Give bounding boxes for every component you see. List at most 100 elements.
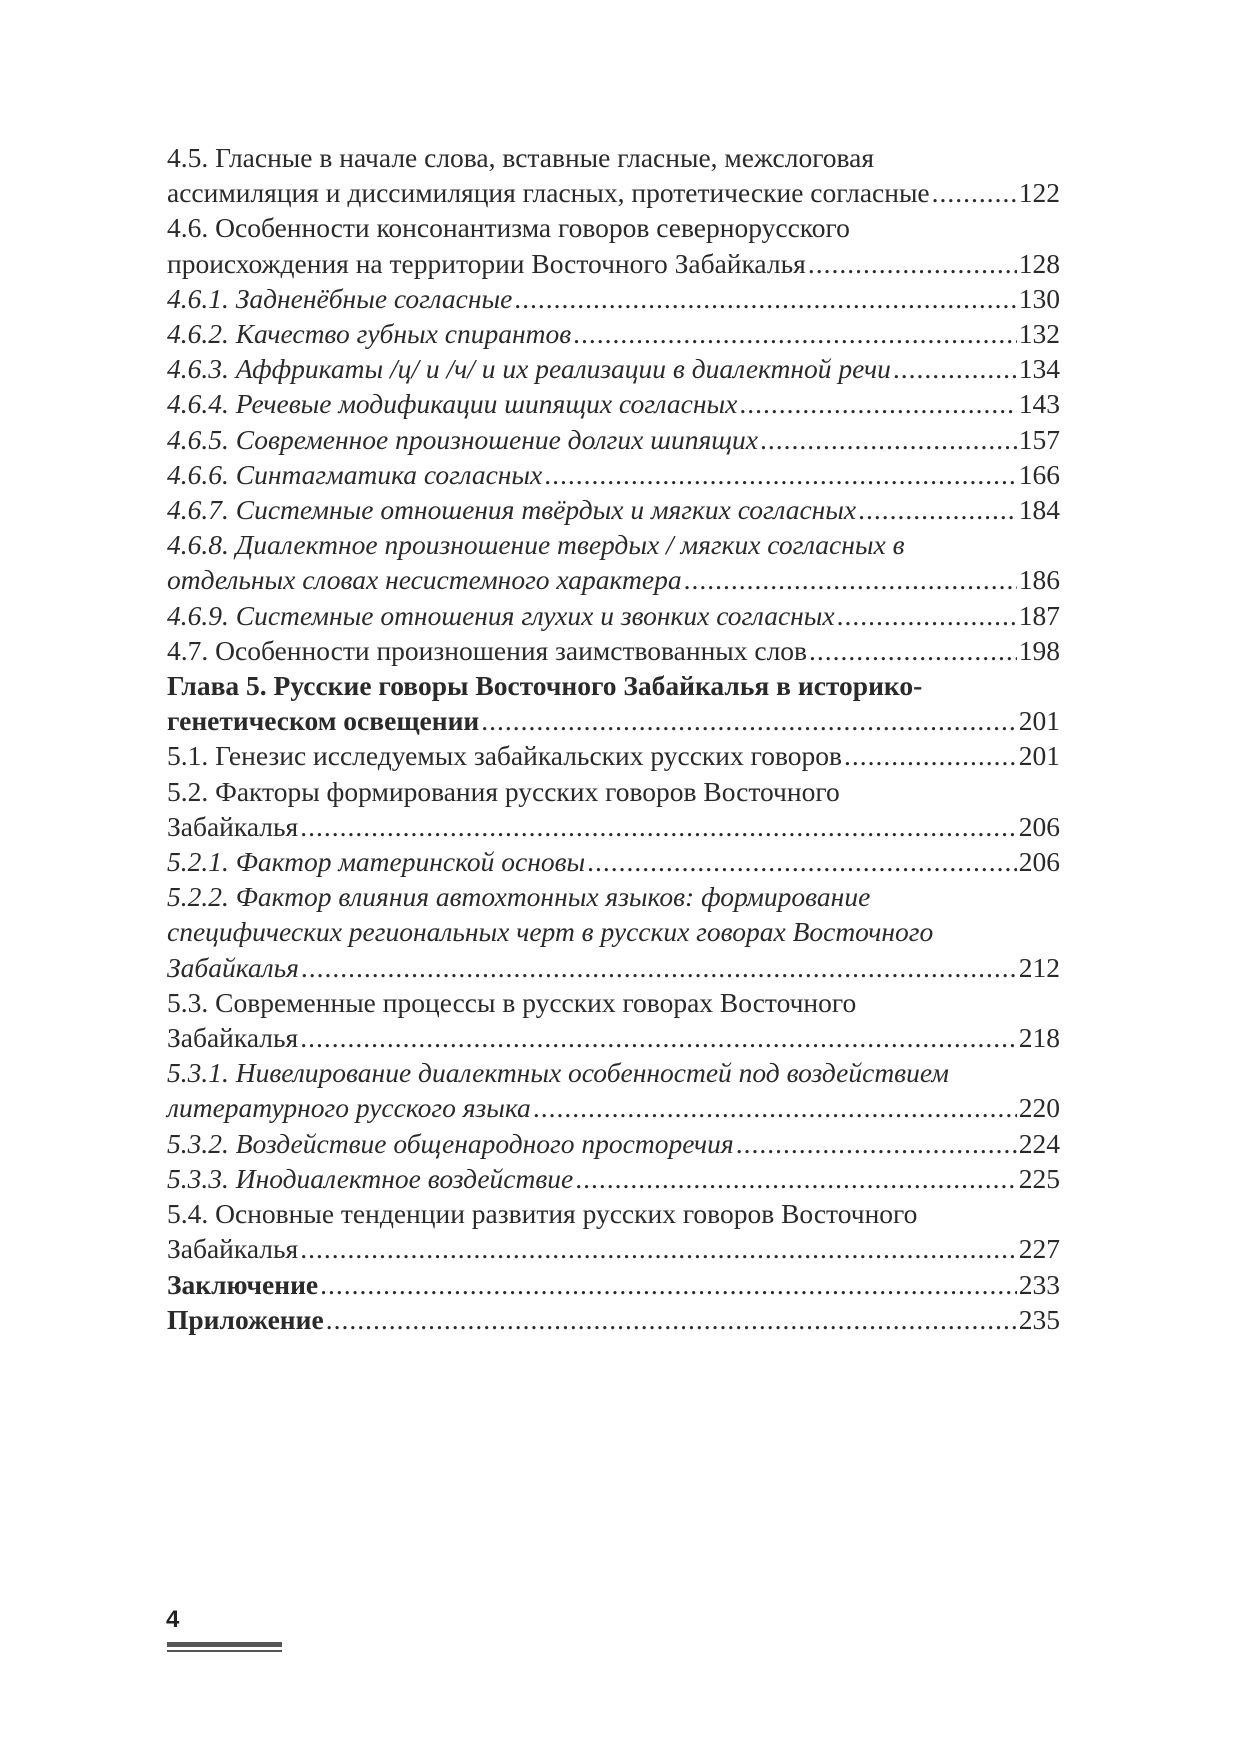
toc-entry-title: 4.6.9. Системные отношения глухих и звон… [167,599,835,631]
toc-entry-title: 4.6.3. Аффрикаты /ц/ и /ч/ и их реализац… [167,353,891,385]
toc-line: 4.5. Гласные в начале слова, вставные гл… [167,140,1060,175]
toc-entry: 4.6.7. Системные отношения твёрдых и мяг… [167,492,1060,527]
toc-page-number: 187 [1018,599,1060,631]
toc-entry-title: 5.4. Основные тенденции развития русских… [167,1198,918,1230]
toc-entry-title: специфических региональных черт в русски… [167,916,934,948]
toc-entry-title: литературного русского языка [167,1092,531,1124]
toc-page-number: 227 [1018,1233,1060,1265]
dot-leader [736,1126,1017,1161]
toc-entry-title: 5.2. Факторы формирования русских говоро… [167,775,840,807]
toc-entry: 4.6.1. Задненёбные согласные 130 [167,281,1060,316]
toc-entry-title: Забайкалья [167,951,299,983]
toc-entry: 4.6.6. Синтагматика согласных 166 [167,457,1060,492]
toc-entry: Приложение 235 [167,1302,1060,1337]
toc-line: генетическом освещении 201 [167,703,1060,738]
dot-leader [301,950,1017,985]
dot-leader [320,1267,1017,1302]
toc-page-number: 201 [1018,740,1060,772]
toc-line: 5.3.2. Воздействие общенародного простор… [167,1126,1060,1161]
toc-entry-title: 5.2.2. Фактор влияния автохтонных языков… [167,881,871,913]
toc-entry: 5.2.2. Фактор влияния автохтонных языков… [167,879,1060,985]
dot-leader [809,633,1017,668]
toc-line: 5.2.2. Фактор влияния автохтонных языков… [167,879,1060,914]
toc-line: 4.6. Особенности консонантизма говоров с… [167,210,1060,245]
dot-leader [808,246,1017,281]
toc-page-number: 225 [1018,1162,1060,1194]
toc-entry-title: 4.6.1. Задненёбные согласные [167,282,513,314]
toc-line: специфических региональных черт в русски… [167,914,1060,949]
toc-page-number: 143 [1018,388,1060,420]
toc-page-number: 122 [1018,177,1060,209]
dot-leader [326,1302,1017,1337]
toc-entry-title: отдельных словах несистемного характера [167,564,682,596]
dot-leader [544,457,1016,492]
toc-line: 5.3. Современные процессы в русских гово… [167,985,1060,1020]
dot-leader [300,809,1017,844]
dot-leader [300,1020,1017,1055]
dot-leader [844,738,1017,773]
toc-page-number: 233 [1018,1268,1060,1300]
table-of-contents: 4.5. Гласные в начале слова, вставные гл… [167,140,1060,1337]
toc-page-number: 186 [1018,564,1060,596]
toc-page-number: 212 [1018,951,1060,983]
dot-leader [514,281,1016,316]
toc-line: 5.2.1. Фактор материнской основы 206 [167,844,1060,879]
toc-entry-title: 5.3.2. Воздействие общенародного простор… [167,1127,734,1159]
toc-entry: Глава 5. Русские говоры Восточного Забай… [167,668,1060,738]
toc-entry-title: происхождения на территории Восточного З… [167,247,806,279]
toc-page-number: 220 [1018,1092,1060,1124]
toc-entry-title: 4.6.4. Речевые модификации шипящих согла… [167,388,738,420]
toc-line: 5.4. Основные тенденции развития русских… [167,1196,1060,1231]
toc-line: 4.6.4. Речевые модификации шипящих согла… [167,386,1060,421]
toc-page-number: 130 [1018,282,1060,314]
toc-line: Глава 5. Русские говоры Восточного Забай… [167,668,1060,703]
toc-line: 4.6.6. Синтагматика согласных 166 [167,457,1060,492]
dot-leader [760,422,1017,457]
dot-leader [837,598,1017,633]
dot-leader [573,316,1017,351]
toc-entry-title: 4.6.7. Системные отношения твёрдых и мяг… [167,494,857,526]
toc-entry-title: 4.6. Особенности консонантизма говоров с… [167,212,850,244]
dot-leader [932,175,1017,210]
toc-line: 4.6.8. Диалектное произношение твердых /… [167,527,1060,562]
toc-entry-title: Приложение [167,1303,324,1335]
toc-entry-title: 5.1. Генезис исследуемых забайкальских р… [167,740,843,772]
toc-line: Приложение 235 [167,1302,1060,1337]
toc-line: 4.6.3. Аффрикаты /ц/ и /ч/ и их реализац… [167,351,1060,386]
toc-entry-title: 4.6.8. Диалектное произношение твердых /… [167,529,905,561]
toc-page-number: 206 [1018,810,1060,842]
toc-entry: 4.6.5. Современное произношение долгих ш… [167,422,1060,457]
toc-entry: 5.3.1. Нивелирование диалектных особенно… [167,1055,1060,1125]
dot-leader [587,844,1017,879]
toc-entry-title: 4.6.2. Качество губных спирантов [167,318,572,350]
footer-rule-thin [167,1650,282,1652]
toc-entry: 4.6. Особенности консонантизма говоров с… [167,210,1060,280]
toc-page-number: 218 [1018,1022,1060,1054]
dot-leader [684,562,1017,597]
toc-entry-title: генетическом освещении [167,705,480,737]
toc-entry: Заключение 233 [167,1267,1060,1302]
toc-page-number: 206 [1018,846,1060,878]
toc-line: Забайкалья 212 [167,950,1060,985]
toc-line: 5.3.3. Инодиалектное воздействие 225 [167,1161,1060,1196]
toc-line: Забайкалья 218 [167,1020,1060,1055]
toc-page-number: 224 [1018,1127,1060,1159]
toc-page-number: 201 [1018,705,1060,737]
toc-line: Забайкалья 206 [167,809,1060,844]
toc-line: Забайкалья 227 [167,1231,1060,1266]
toc-entry: 4.6.2. Качество губных спирантов 132 [167,316,1060,351]
toc-page-number: 128 [1018,247,1060,279]
toc-line: 4.6.1. Задненёбные согласные 130 [167,281,1060,316]
toc-page-number: 198 [1018,634,1060,666]
toc-line: 4.6.7. Системные отношения твёрдых и мяг… [167,492,1060,527]
toc-line: отдельных словах несистемного характера 1… [167,562,1060,597]
toc-entry: 5.1. Генезис исследуемых забайкальских р… [167,738,1060,773]
dot-leader [300,1231,1017,1266]
toc-entry: 4.6.4. Речевые модификации шипящих согла… [167,386,1060,421]
toc-entry-title: 5.2.1. Фактор материнской основы [167,846,586,878]
page-number: 4 [166,1606,180,1633]
toc-page-number: 132 [1018,318,1060,350]
toc-entry-title: 4.7. Особенности произношения заимствова… [167,634,808,666]
toc-entry: 5.3.3. Инодиалектное воздействие 225 [167,1161,1060,1196]
toc-entry-title: 4.5. Гласные в начале слова, вставные гл… [167,142,875,173]
